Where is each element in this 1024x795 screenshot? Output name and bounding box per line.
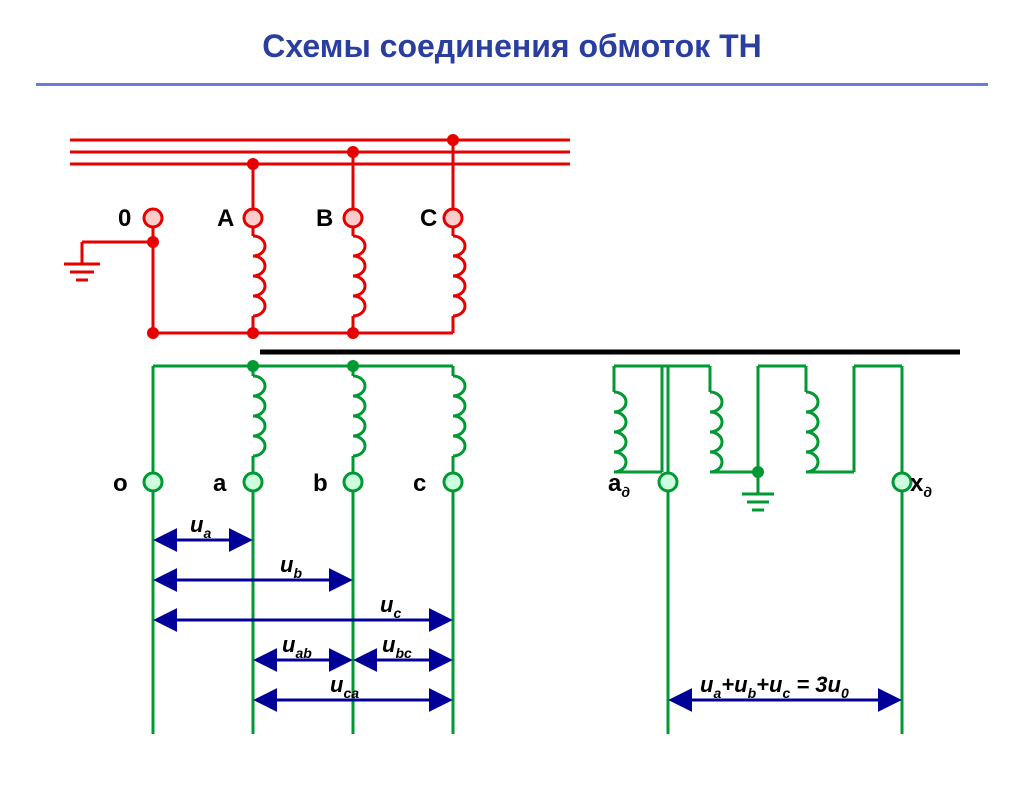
node [247,158,259,170]
svg-text:uca: uca [330,672,359,701]
svg-text:ubc: ubc [382,632,412,661]
label-primary-B: B [316,205,333,232]
node [347,146,359,158]
label-primary-C: C [420,205,437,232]
voltage-labels: ua ub uc uab ubc uca ua+ub+uc = 3u0 [190,512,849,701]
page-title: Схемы соединения обмоток ТН [0,28,1024,65]
secondary-coils [253,376,465,456]
label-primary-0: 0 [118,205,131,232]
svg-text:ub: ub [280,552,302,581]
voltage-arrows [158,540,897,700]
primary-terminals [144,209,462,227]
primary-coils [253,236,465,316]
label-sec-c: c [413,470,426,497]
label-sec-b: b [313,470,328,497]
svg-text:ua: ua [190,512,211,541]
diagram-svg: 0 A B C [0,94,1024,754]
label-sec-a: a [213,470,227,497]
svg-text:uab: uab [282,632,312,661]
node [447,134,459,146]
label-primary-A: A [217,205,234,232]
ground-primary [64,242,100,280]
ground-delta [742,472,774,510]
label-xd: хд [910,470,932,500]
svg-text:uc: uc [380,592,401,621]
svg-text:ua+ub+uc = 3u0: ua+ub+uc = 3u0 [700,672,849,701]
title-underline [36,83,988,86]
label-sec-o: o [113,470,128,497]
label-ad: ад [608,470,630,500]
